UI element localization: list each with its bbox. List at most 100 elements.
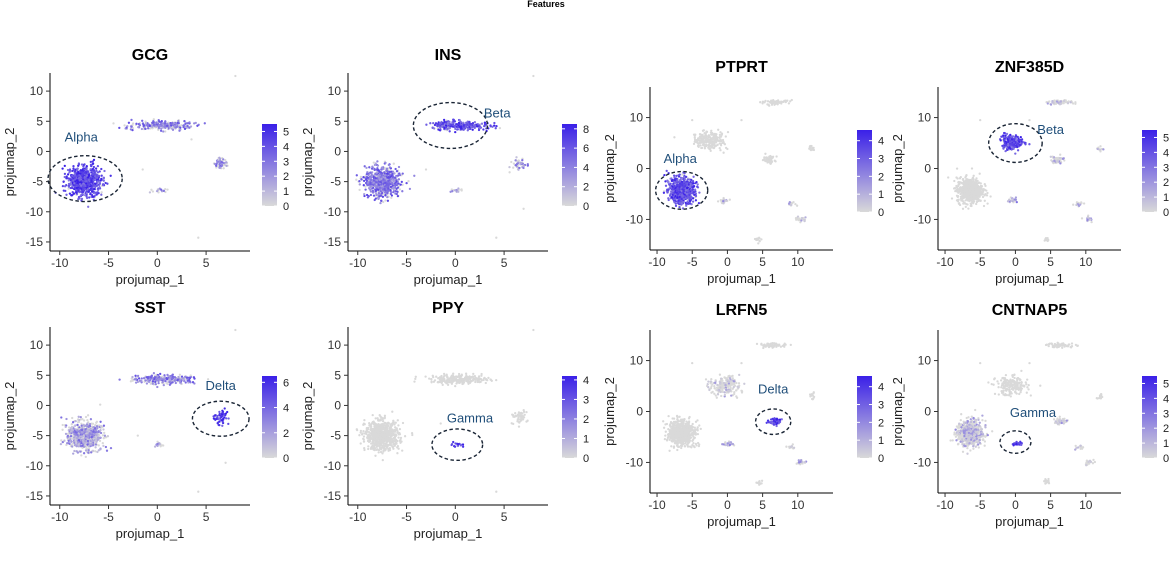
cell-point	[956, 187, 959, 190]
cell-point	[398, 173, 402, 177]
cell-point	[1098, 148, 1102, 151]
cell-point	[947, 176, 950, 179]
y-axis-label: projumap_2	[2, 128, 17, 197]
cell-point	[65, 417, 68, 421]
cell-point	[69, 186, 72, 190]
cell-point	[93, 178, 97, 181]
legend-tick-label: 2	[283, 171, 289, 183]
cell-point	[152, 118, 155, 121]
cell-point	[999, 139, 1002, 142]
cell-point	[972, 174, 975, 177]
cell-point	[387, 189, 391, 192]
cell-point	[398, 188, 402, 191]
cell-point	[473, 120, 477, 124]
cell-point	[673, 136, 676, 139]
cell-point	[82, 171, 85, 175]
cell-point	[1016, 149, 1020, 152]
panel-title-sst: SST	[134, 300, 165, 317]
cell-point	[80, 163, 84, 166]
legend-tick-label: 3	[1163, 162, 1169, 174]
cell-point	[674, 195, 677, 198]
cell-point	[449, 190, 452, 193]
cell-point	[166, 124, 169, 127]
cell-point	[664, 184, 668, 187]
cell-point	[90, 179, 93, 182]
annotation-label-alpha: Alpha	[65, 130, 99, 145]
cell-point	[373, 198, 376, 202]
cell-point	[700, 146, 704, 150]
panel-title-gcg: GCG	[132, 47, 168, 64]
cell-point	[102, 179, 105, 182]
cell-point	[711, 131, 714, 135]
cell-point	[1052, 156, 1056, 159]
cell-point	[1009, 147, 1012, 150]
cell-point	[92, 173, 95, 176]
cell-point	[147, 127, 150, 130]
cell-point	[794, 216, 798, 220]
cell-point	[471, 128, 474, 131]
cell-point	[975, 183, 979, 187]
cell-point	[691, 186, 694, 189]
cell-point	[79, 184, 83, 187]
cell-point	[683, 178, 686, 181]
cell-point	[63, 175, 66, 179]
y-axis-label: projumap_2	[602, 134, 617, 203]
cell-point	[1080, 201, 1083, 204]
cell-point	[521, 158, 524, 162]
cell-point	[159, 122, 163, 125]
cell-point	[355, 174, 358, 177]
cell-point	[770, 156, 774, 160]
cell-point	[84, 180, 87, 183]
cell-point	[675, 174, 678, 178]
cell-point	[715, 133, 718, 136]
cell-point	[952, 187, 956, 190]
cell-point	[184, 125, 187, 128]
cell-point	[386, 195, 389, 199]
cell-point	[696, 144, 700, 148]
cell-point	[717, 139, 720, 142]
cell-point	[966, 184, 969, 188]
cell-point	[769, 100, 773, 103]
cell-point	[432, 121, 435, 125]
cell-point	[1005, 132, 1009, 136]
cell-point	[510, 160, 513, 164]
cell-point	[970, 167, 974, 170]
cell-point	[173, 125, 176, 128]
cell-point	[1006, 200, 1010, 203]
cell-point	[183, 127, 187, 131]
cell-point	[966, 182, 970, 185]
cell-point	[84, 449, 88, 452]
cell-point	[365, 166, 368, 170]
cell-point	[62, 180, 65, 183]
cell-point	[165, 122, 169, 125]
cell-point	[724, 146, 728, 150]
cell-point	[666, 191, 669, 194]
cell-point	[978, 172, 981, 175]
cell-point	[86, 418, 89, 422]
cell-point	[81, 192, 84, 196]
cell-point	[397, 182, 400, 185]
cell-point	[386, 191, 389, 195]
cell-point	[719, 142, 723, 145]
cell-point	[662, 191, 666, 194]
cell-point	[100, 191, 103, 194]
cell-point	[1062, 99, 1066, 103]
cell-point	[722, 140, 725, 143]
x-tick-label: 0	[1012, 255, 1019, 269]
cell-point	[694, 199, 698, 202]
cell-point	[726, 130, 730, 134]
cell-point	[1055, 100, 1059, 103]
cell-point	[144, 122, 148, 125]
cell-point	[61, 428, 64, 431]
cell-point	[1003, 145, 1006, 149]
cell-point	[94, 446, 97, 449]
cell-point	[60, 416, 63, 419]
cell-point	[401, 172, 404, 175]
cell-point	[73, 173, 76, 176]
cell-point	[85, 165, 88, 168]
cell-point	[358, 188, 361, 192]
cell-point	[961, 185, 964, 189]
cell-point	[522, 166, 525, 170]
y-tick-label: 10	[918, 111, 932, 125]
